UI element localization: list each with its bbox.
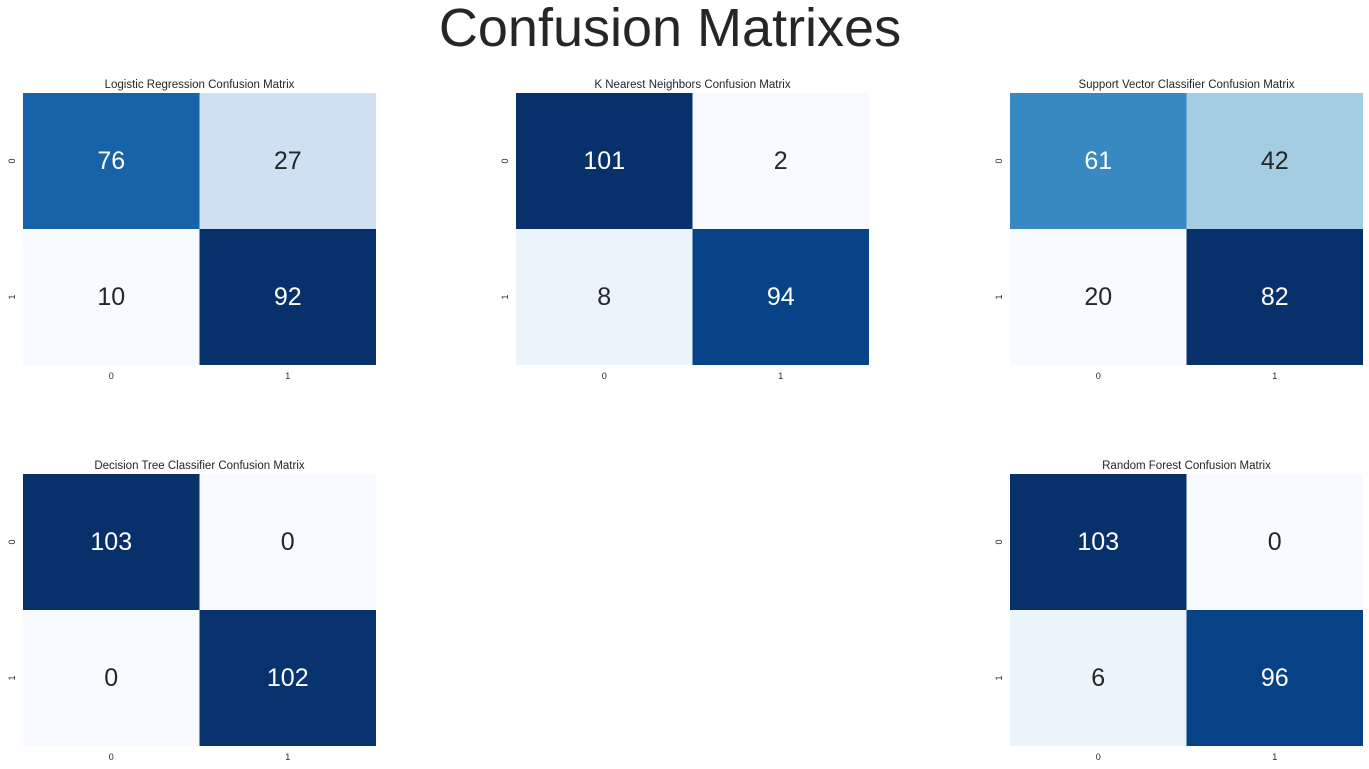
cell-value-label: 82: [1261, 283, 1289, 311]
cell-value-label: 27: [274, 147, 302, 175]
x-tick-label: 0: [1096, 371, 1101, 381]
cell-value-label: 10: [97, 283, 125, 311]
heatmap-title: Decision Tree Classifier Confusion Matri…: [94, 460, 305, 472]
y-tick-label: 1: [994, 294, 1004, 299]
y-tick-label: 1: [7, 675, 17, 680]
y-tick-label: 0: [7, 158, 17, 163]
y-tick-label: 0: [994, 158, 1004, 163]
cell-value-label: 0: [281, 528, 295, 556]
y-tick-label: 1: [7, 294, 17, 299]
heatmap-title: Support Vector Classifier Confusion Matr…: [1078, 79, 1294, 91]
cell-value-label: 76: [97, 147, 125, 175]
y-tick-label: 0: [7, 539, 17, 544]
heatmap-cell-r1-c0: [1010, 229, 1187, 365]
cell-value-label: 103: [90, 528, 132, 556]
cell-value-label: 20: [1084, 283, 1112, 311]
heatmap-cell-r0-c0: [1010, 93, 1187, 229]
heatmap-cell-r1-c1: [199, 610, 376, 746]
x-tick-label: 1: [285, 371, 290, 381]
figure-title: Confusion Matrixes: [438, 0, 902, 58]
heatmap-cell-r0-c1: [199, 474, 376, 610]
cell-value-label: 94: [767, 283, 795, 311]
cell-value-label: 42: [1261, 147, 1289, 175]
heatmap-cell-r1-c1: [1186, 229, 1363, 365]
x-tick-label: 1: [1272, 371, 1277, 381]
heatmap-cell-r1-c1: [199, 229, 376, 365]
y-tick-label: 0: [994, 539, 1004, 544]
heatmap-cell-r0-c0: [1010, 474, 1187, 610]
heatmap-title: K Nearest Neighbors Confusion Matrix: [594, 79, 790, 91]
heatmap-cell-r0-c0: [23, 93, 200, 229]
x-tick-label: 0: [109, 371, 114, 381]
x-tick-label: 0: [109, 752, 114, 762]
cell-value-label: 101: [583, 147, 625, 175]
heatmap-cell-r0-c1: [199, 93, 376, 229]
cell-value-label: 96: [1261, 664, 1289, 692]
heatmap-title: Random Forest Confusion Matrix: [1102, 460, 1271, 472]
heatmap-cell-r1-c0: [516, 229, 693, 365]
heatmap-cell-r0-c0: [23, 474, 200, 610]
cell-value-label: 2: [774, 147, 788, 175]
heatmap-support-vector-classifier-confusion-matrix: Support Vector Classifier Confusion Matr…: [994, 79, 1363, 381]
heatmap-cell-r1-c0: [1010, 610, 1187, 746]
cell-value-label: 92: [274, 283, 302, 311]
heatmap-random-forest-confusion-matrix: Random Forest Confusion Matrix 103 0 6 96 0 1 0…: [994, 460, 1363, 762]
heatmap-cell-r1-c1: [692, 229, 869, 365]
heatmap-cell-r1-c0: [23, 229, 200, 365]
heatmap-cell-r0-c1: [1186, 93, 1363, 229]
x-tick-label: 1: [285, 752, 290, 762]
heatmap-cell-r1-c1: [1186, 610, 1363, 746]
y-tick-label: 0: [500, 158, 510, 163]
heatmap-cell-r0-c0: [516, 93, 693, 229]
cell-value-label: 103: [1077, 528, 1119, 556]
cell-value-label: 0: [104, 664, 118, 692]
cell-value-label: 0: [1268, 528, 1282, 556]
heatmap-title: Logistic Regression Confusion Matrix: [105, 79, 295, 91]
heatmap-logistic-regression-confusion-matrix: Logistic Regression Confusion Matrix 76 27…: [7, 79, 376, 381]
x-tick-label: 0: [1096, 752, 1101, 762]
x-tick-label: 0: [602, 371, 607, 381]
y-tick-label: 1: [500, 294, 510, 299]
heatmap-cell-r1-c0: [23, 610, 200, 746]
cell-value-label: 6: [1091, 664, 1105, 692]
y-tick-label: 1: [994, 675, 1004, 680]
cell-value-label: 61: [1084, 147, 1112, 175]
x-tick-label: 1: [1272, 752, 1277, 762]
cell-value-label: 102: [267, 664, 309, 692]
heatmap-cell-r0-c1: [1186, 474, 1363, 610]
heatmap-decision-tree-classifier-confusion-matrix: Decision Tree Classifier Confusion Matri…: [7, 460, 376, 762]
heatmap-cell-r0-c1: [692, 93, 869, 229]
cell-value-label: 8: [597, 283, 611, 311]
x-tick-label: 1: [778, 371, 783, 381]
